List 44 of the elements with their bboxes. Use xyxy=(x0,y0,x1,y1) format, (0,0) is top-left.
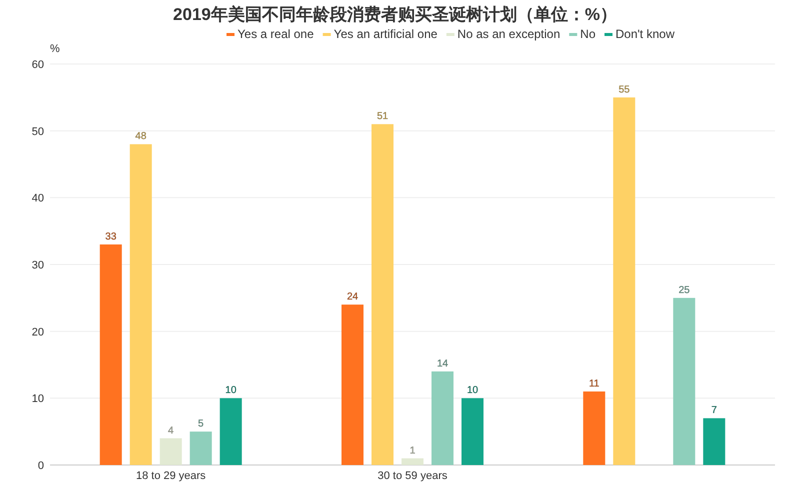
bar xyxy=(130,144,152,465)
bar xyxy=(583,391,606,465)
x-tick-label: 30 to 59 years xyxy=(378,470,448,482)
y-tick-label: 10 xyxy=(32,393,44,406)
bar xyxy=(462,398,484,465)
data-label: 11 xyxy=(588,378,600,390)
legend-label: Yes an artificial one xyxy=(334,27,438,41)
bar xyxy=(190,432,212,465)
y-axis-title: % xyxy=(50,43,60,55)
data-label: 25 xyxy=(678,284,690,296)
bar xyxy=(160,438,182,465)
bar xyxy=(703,418,726,465)
data-label: 51 xyxy=(376,111,388,122)
data-label: 1 xyxy=(410,445,416,456)
x-tick-label: 18 to 29 years xyxy=(136,470,206,482)
y-tick-label: 20 xyxy=(32,326,44,338)
bar xyxy=(673,298,696,465)
legend-label: Don't know xyxy=(616,27,675,41)
bar xyxy=(402,458,424,465)
y-tick-label: 0 xyxy=(38,460,44,472)
chart-title: 2019年美国不同年龄段消费者购买圣诞树计划（单位：%） xyxy=(173,5,617,24)
bar xyxy=(432,371,454,465)
y-tick-label: 40 xyxy=(32,192,44,205)
legend-label: No xyxy=(580,27,596,41)
data-label: 14 xyxy=(436,358,448,370)
data-label: 10 xyxy=(466,385,478,396)
y-tick-label: 30 xyxy=(32,260,44,272)
data-label: 5 xyxy=(198,418,204,430)
y-tick-label: 50 xyxy=(32,126,44,138)
bar xyxy=(372,124,394,465)
data-label: 24 xyxy=(346,292,358,303)
data-label: 4 xyxy=(168,425,174,436)
data-label: 10 xyxy=(225,385,237,396)
data-label: 7 xyxy=(711,405,718,416)
data-label: 55 xyxy=(618,84,630,96)
data-label: 33 xyxy=(105,231,117,242)
bar xyxy=(100,244,122,465)
y-tick-label: 60 xyxy=(32,59,44,71)
bar xyxy=(220,398,242,465)
bar xyxy=(342,304,364,465)
bar xyxy=(613,97,636,465)
data-label: 48 xyxy=(135,131,147,142)
legend-label: Yes a real one xyxy=(238,27,314,41)
legend-label: No as an exception xyxy=(457,27,560,41)
